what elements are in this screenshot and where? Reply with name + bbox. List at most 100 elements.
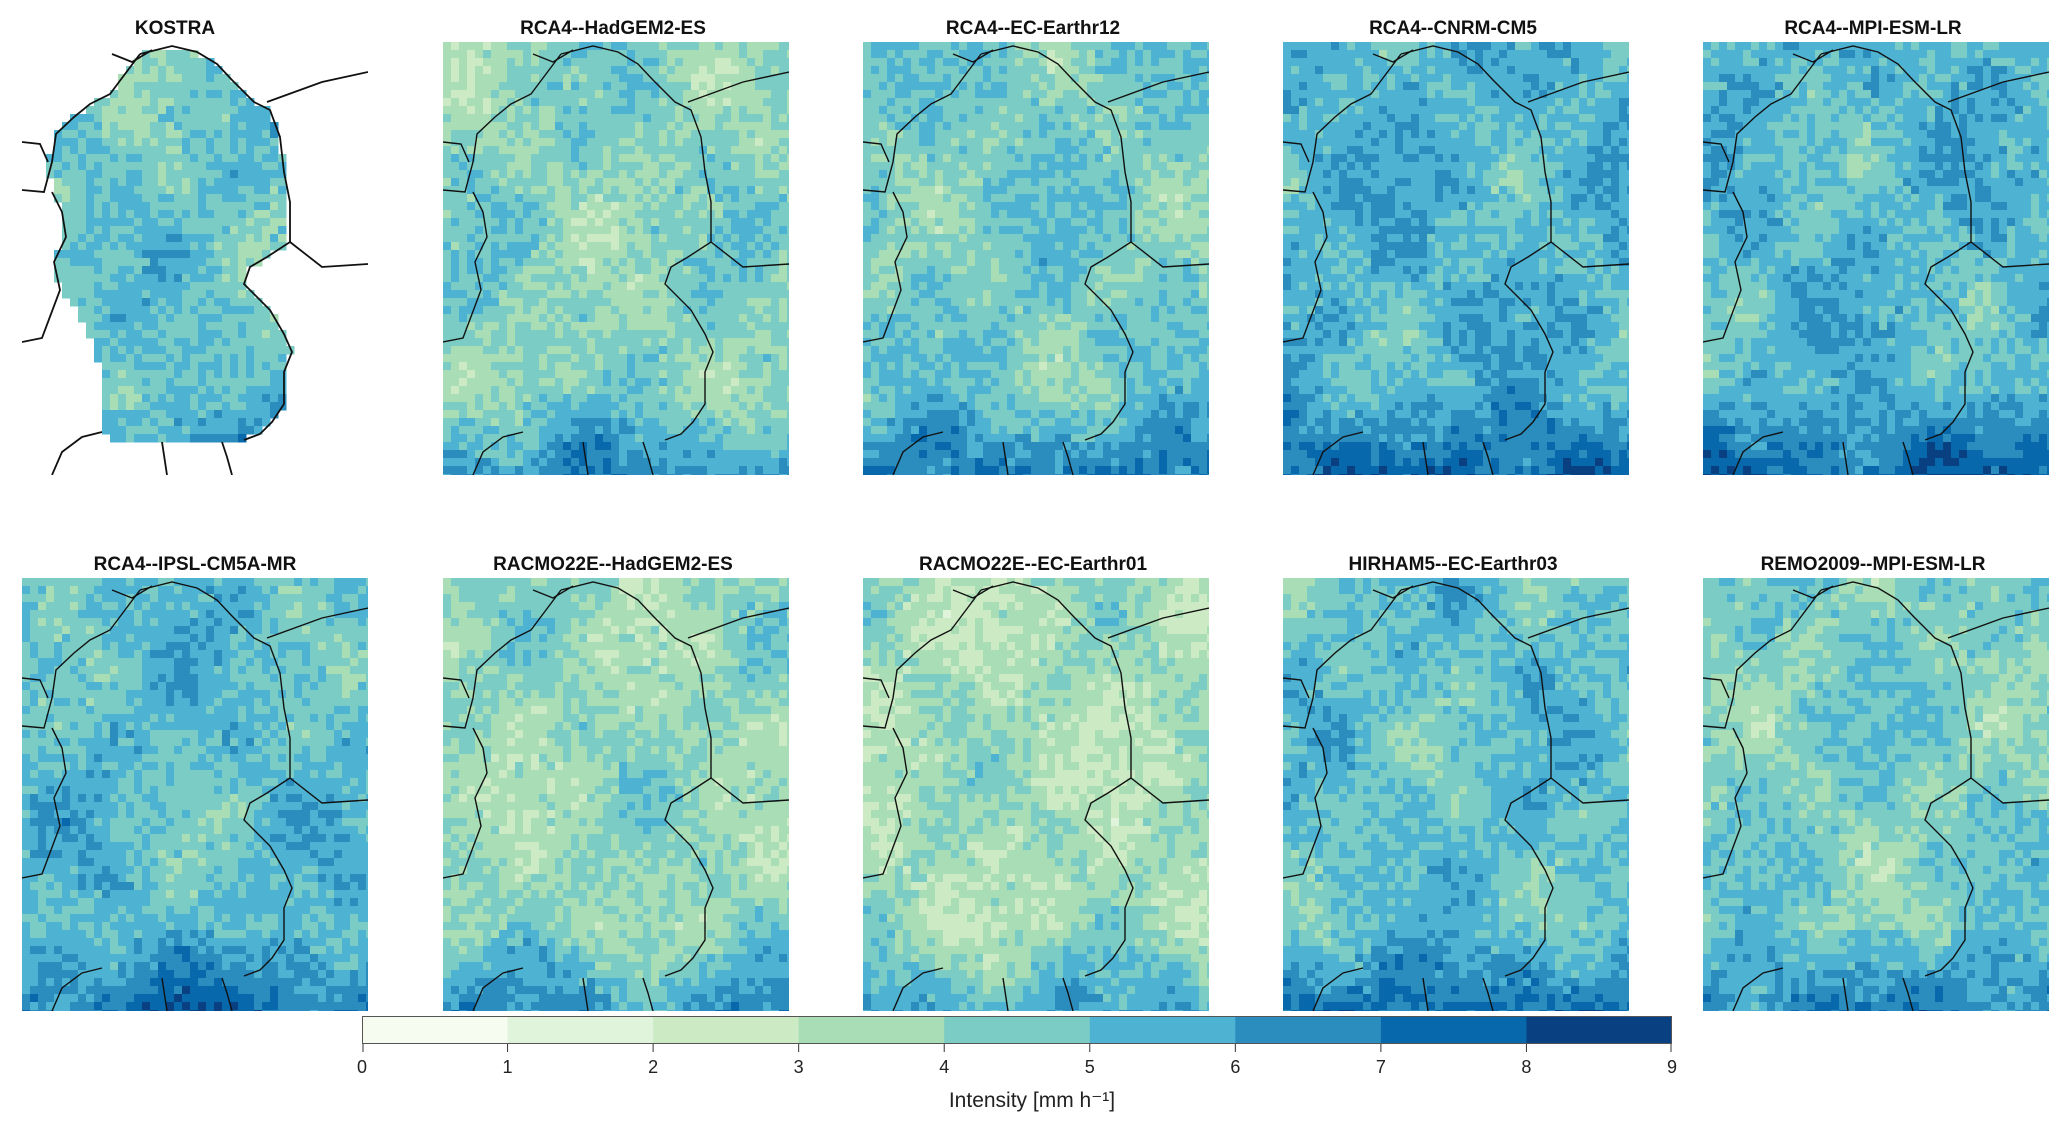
precip-grid-hirham5-ecearth03 (1283, 578, 1629, 1011)
border-line (22, 191, 67, 343)
border-line (266, 607, 368, 639)
border-line (1002, 977, 1009, 1011)
border-line (1482, 977, 1494, 1011)
border-line (221, 977, 233, 1011)
precip-grid-kostra (22, 45, 368, 475)
border-line (111, 49, 153, 64)
border-line (22, 141, 49, 163)
border-line (1820, 581, 1974, 977)
border-line (1902, 441, 1914, 475)
border-line (472, 967, 524, 1011)
country-borders (863, 45, 1209, 475)
colorbar-tick-label: 7 (1361, 1057, 1401, 1078)
map-rca4-mpi (1703, 42, 2049, 475)
colorbar-segment (944, 1016, 1091, 1044)
panel-title-remo2009-mpi: REMO2009--MPI-ESM-LR (1673, 554, 2067, 576)
border-line (1130, 777, 1209, 804)
border-line (863, 589, 982, 729)
border-line (560, 45, 714, 441)
border-line (1107, 607, 1209, 639)
border-line (161, 441, 168, 475)
map-rca4-ecearth12 (863, 42, 1209, 475)
map-racmo-hadgem2 (443, 578, 789, 1011)
border-line (1527, 607, 1629, 639)
precip-grid-rca4-mpi (1703, 42, 2049, 475)
border-line (1062, 441, 1074, 475)
border-line (582, 977, 589, 1011)
precip-cells (443, 42, 789, 475)
border-line (1792, 49, 1834, 63)
precip-cells (1703, 578, 2049, 1011)
border-line (1820, 45, 1974, 441)
colorbar-segment (798, 1016, 945, 1044)
colorbar-tick-label: 1 (488, 1057, 528, 1078)
panel-title-racmo-hadgem2: RACMO22E--HadGEM2-ES (413, 554, 813, 576)
border-line (863, 727, 908, 879)
precip-cells (46, 50, 295, 443)
precip-grid-rca4-cnrm (1283, 42, 1629, 475)
precip-grid-rca4-hadgem2 (443, 42, 789, 475)
border-line (1372, 49, 1414, 63)
colorbar-tick-label: 4 (924, 1057, 964, 1078)
border-line (952, 585, 994, 599)
border-line (51, 967, 103, 1011)
precip-cells (863, 578, 1209, 1011)
country-borders (443, 45, 789, 475)
border-line (22, 53, 141, 193)
precip-cells (1703, 42, 2049, 475)
border-line (892, 431, 944, 475)
precip-grid-rca4-ecearth12 (863, 42, 1209, 475)
border-line (443, 727, 488, 879)
panel-title-rca4-hadgem2: RCA4--HadGEM2-ES (413, 18, 813, 40)
country-borders (1283, 581, 1629, 1011)
border-line (139, 45, 293, 441)
border-line (687, 607, 789, 639)
border-line (687, 71, 789, 103)
border-line (1947, 71, 2049, 103)
map-remo2009-mpi (1703, 578, 2049, 1011)
border-line (221, 441, 233, 475)
map-racmo-ecearth01 (863, 578, 1209, 1011)
border-line (1792, 585, 1834, 599)
border-line (443, 191, 488, 343)
border-line (443, 53, 562, 193)
map-hirham5-ecearth03 (1283, 578, 1629, 1011)
border-line (1283, 53, 1402, 193)
border-line (1703, 677, 1730, 699)
border-line (289, 777, 368, 804)
map-rca4-hadgem2 (443, 42, 789, 475)
border-line (710, 241, 789, 268)
colorbar-tick-label: 6 (1215, 1057, 1255, 1078)
precip-cells (1283, 578, 1629, 1011)
colorbar-tick-label: 2 (633, 1057, 673, 1078)
border-line (1002, 441, 1009, 475)
border-line (22, 589, 141, 729)
border-line (111, 585, 153, 599)
country-borders (22, 45, 368, 475)
border-line (1902, 977, 1914, 1011)
border-line (139, 581, 293, 977)
border-line (532, 585, 574, 599)
precip-grid-racmo-ecearth01 (863, 578, 1209, 1011)
colorbar-segment (1526, 1016, 1672, 1044)
border-line (1283, 727, 1328, 879)
map-rca4-ipsl (22, 578, 368, 1011)
precip-grid-racmo-hadgem2 (443, 578, 789, 1011)
border-line (266, 71, 368, 103)
border-line (642, 441, 654, 475)
border-line (863, 53, 982, 193)
precip-grid-remo2009-mpi (1703, 578, 2049, 1011)
colorbar-tick-label: 0 (342, 1057, 382, 1078)
map-rca4-cnrm (1283, 42, 1629, 475)
border-line (1703, 191, 1748, 343)
map-kostra (22, 42, 368, 475)
border-line (1703, 589, 1822, 729)
border-line (892, 967, 944, 1011)
border-line (952, 49, 994, 63)
colorbar-segment (1089, 1016, 1236, 1044)
border-line (1130, 241, 1209, 268)
border-line (472, 431, 524, 475)
border-line (1283, 191, 1328, 343)
colorbar (362, 1016, 1672, 1052)
border-line (22, 727, 67, 879)
